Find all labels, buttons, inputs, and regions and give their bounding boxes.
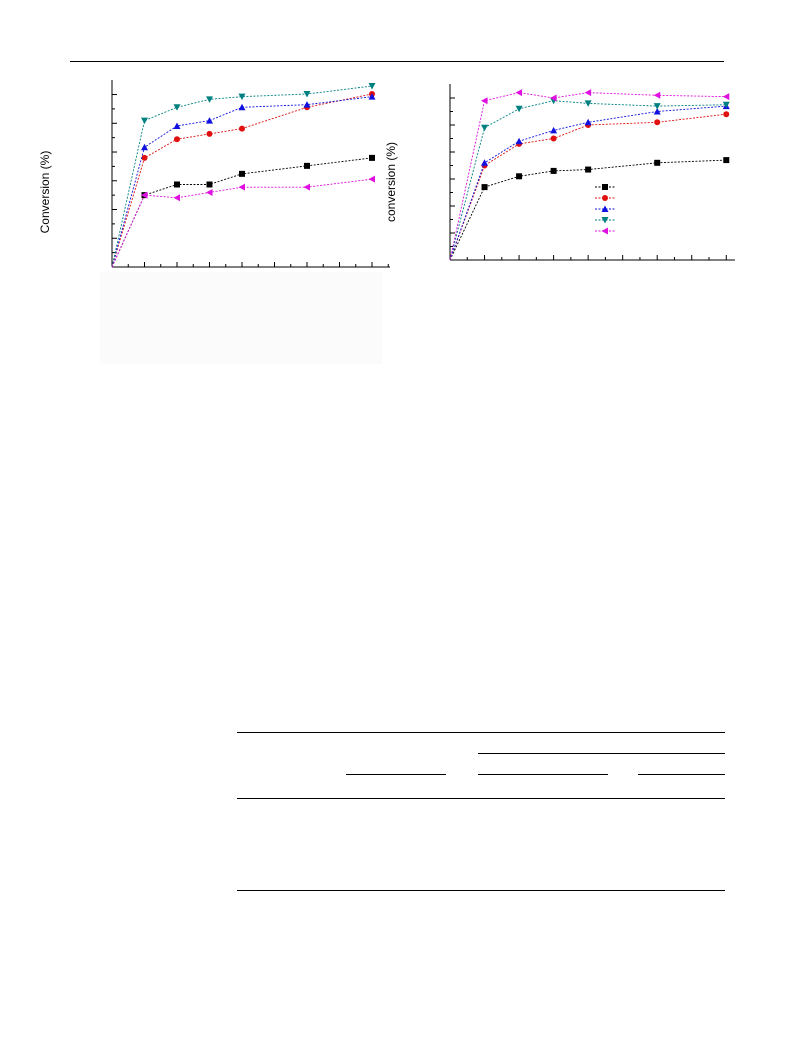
table-subgroup-rule-3 (638, 774, 725, 775)
left-series-0-point-4 (239, 170, 245, 177)
legend-swatch-marker-2 (601, 205, 609, 212)
left-series-4-point-6 (368, 175, 375, 183)
right-series-0-point-6 (723, 157, 730, 164)
left-series-2-point-3 (206, 117, 213, 124)
right-series-0-line (449, 159, 727, 261)
right-series-1-point-5 (654, 119, 661, 126)
legend-swatch-marker-3 (601, 217, 609, 224)
left-series-3-point-4 (238, 93, 246, 101)
legend-swatch-marker-0 (602, 184, 608, 190)
right-series-4-point-4 (584, 89, 592, 97)
left-series-4-point-3 (206, 188, 213, 196)
table-subgroup-rule-2 (478, 774, 608, 775)
y-axis-label-right: conversion (%) (384, 141, 398, 223)
conversion-chart-right (449, 84, 735, 261)
conversion-chart-left (111, 80, 390, 268)
right-series-3-point-5 (653, 103, 661, 110)
right-series-3-point-6 (722, 101, 730, 109)
left-series-3-point-6 (368, 83, 376, 90)
page-header-rule (70, 61, 724, 62)
right-series-2-point-5 (653, 108, 661, 115)
left-series-4-line (111, 178, 373, 268)
right-series-0-point-2 (516, 173, 523, 180)
left-series-2-line (111, 96, 373, 268)
right-series-1-point-6 (723, 111, 730, 118)
right-series-0-point-1 (481, 184, 488, 191)
right-series-1-line (449, 113, 727, 261)
left-series-1-point-4 (239, 125, 245, 132)
table-header-rule (237, 798, 725, 799)
left-series-2-point-6 (368, 93, 376, 100)
right-series-3-point-2 (515, 105, 523, 113)
right-series-2-line (449, 105, 727, 261)
left-series-0-point-6 (369, 154, 375, 161)
y-axis-label-left: Conversion (%) (38, 150, 52, 234)
left-series-1-line (111, 93, 373, 268)
left-series-2-point-4 (238, 103, 246, 111)
left-series-1-point-3 (206, 130, 213, 137)
left-series-4-point-5 (303, 183, 310, 191)
right-series-4-line (449, 92, 727, 261)
left-series-4-point-4 (238, 183, 245, 191)
right-series-2-point-2 (515, 137, 523, 145)
table-bottom-rule (237, 890, 725, 891)
figure-background-panel (100, 272, 382, 364)
left-series-0-point-5 (304, 162, 310, 169)
table-subgroup-rule-1 (346, 774, 446, 775)
left-series-2-point-5 (303, 101, 311, 108)
right-series-1-point-3 (550, 135, 557, 142)
right-series-2-point-1 (481, 159, 489, 166)
left-series-3-point-3 (206, 96, 213, 103)
left-series-2-point-1 (141, 143, 148, 151)
right-series-4-point-3 (550, 94, 557, 102)
left-series-0-point-2 (174, 181, 180, 188)
left-series-1-point-2 (174, 136, 180, 143)
right-series-4-point-6 (722, 93, 730, 101)
table-top-rule (237, 732, 725, 733)
right-series-4-point-1 (481, 97, 488, 105)
left-series-4-point-2 (173, 194, 180, 202)
right-series-3-point-4 (584, 100, 592, 107)
left-series-3-point-2 (173, 104, 181, 111)
right-series-4-point-5 (653, 91, 661, 99)
right-series-2-point-4 (584, 118, 592, 126)
left-series-4-point-1 (141, 191, 148, 199)
left-series-1-point-1 (141, 154, 148, 161)
right-series-0-point-4 (585, 166, 592, 173)
legend-swatch-marker-1 (602, 195, 608, 201)
right-series-4-point-2 (515, 89, 523, 97)
legend-swatch-marker-4 (601, 227, 608, 235)
left-series-0-point-3 (206, 181, 213, 188)
right-series-0-point-3 (550, 167, 557, 174)
table-group-rule (478, 753, 725, 754)
right-series-3-point-1 (481, 124, 489, 132)
left-series-3-point-5 (303, 91, 311, 98)
left-series-2-point-2 (173, 122, 181, 129)
right-series-2-point-3 (550, 126, 558, 134)
left-series-3-point-1 (141, 117, 148, 125)
right-series-0-point-5 (654, 159, 661, 166)
